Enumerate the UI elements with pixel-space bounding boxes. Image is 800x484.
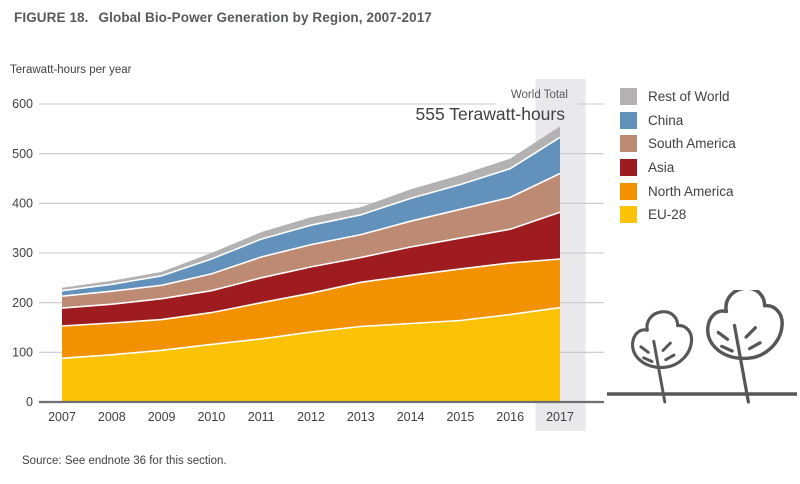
legend-swatch [620,206,637,224]
figure-title-text: Global Bio-Power Generation by Region, 2… [98,10,432,25]
separator-line [61,136,561,292]
legend-label: Rest of World [648,89,730,105]
legend-swatch [620,111,637,129]
x-tick-label-2013: 2013 [347,410,375,424]
figure-number-label: FIGURE 18. [14,10,89,25]
area-asia [62,212,560,326]
plant-leaves-decoration [607,290,797,404]
figure-title: FIGURE 18. Global Bio-Power Generation by… [14,10,432,25]
legend-item-china: China [620,109,736,133]
x-tick-label-2017: 2017 [546,410,574,424]
source-note: Source: See endnote 36 for this section. [22,455,227,467]
legend-swatch [620,135,637,153]
leaf-icon-small [631,310,694,370]
y-tick-label-400: 400 [12,197,33,211]
y-axis-unit-label: Terawatt-hours per year [10,64,132,76]
y-tick-label-300: 300 [12,246,33,260]
y-tick-label-200: 200 [12,296,33,310]
x-tick-label-2010: 2010 [197,410,225,424]
legend-label: North America [648,183,734,199]
x-tick-label-2008: 2008 [98,410,126,424]
chart-legend: Rest of World China South America Asia North… [620,85,736,227]
y-tick-label-0: 0 [26,395,33,409]
separator-line [61,306,561,360]
x-tick-label-2014: 2014 [397,410,425,424]
x-tick-label-2011: 2011 [248,410,275,424]
world-total-annotation: World Total [510,89,568,101]
separator-line [61,172,561,297]
legend-item-asia: Asia [620,156,736,180]
separator-line [61,258,561,327]
legend-label: Asia [648,160,675,176]
x-tick-label-2009: 2009 [148,410,176,424]
legend-label: EU-28 [648,207,687,223]
legend-label: China [648,112,684,128]
leaf-icon-large-veins [716,323,762,404]
legend-item-rest-of-world: Rest of World [620,85,736,109]
legend-swatch [620,182,637,200]
x-tick-label-2007: 2007 [48,410,76,424]
legend-swatch [620,159,637,177]
x-tick-label-2015: 2015 [446,410,474,424]
area-north-america [62,259,560,359]
area-eu-28 [62,307,560,402]
legend-item-eu-28: EU-28 [620,203,736,227]
world-total-value: 555 Terawatt-hours [415,104,566,124]
area-south-america [62,173,560,309]
legend-item-north-america: North America [620,179,736,203]
x-tick-label-2012: 2012 [297,410,325,424]
leaf-icon-large [706,290,784,361]
x-tick-label-2016: 2016 [496,410,524,424]
legend-label: South America [648,136,736,152]
y-tick-label-500: 500 [12,147,33,161]
legend-swatch [620,88,637,106]
stacked-area-chart: 0 100 200 300 400 500 600 2007 2008 2009 2010 2011 2… [12,79,604,431]
y-tick-label-600: 600 [12,97,33,111]
separator-line [61,211,561,309]
legend-item-south-america: South America [620,132,736,156]
leaf-icon-small-veins [639,339,676,404]
y-tick-label-100: 100 [12,346,33,360]
